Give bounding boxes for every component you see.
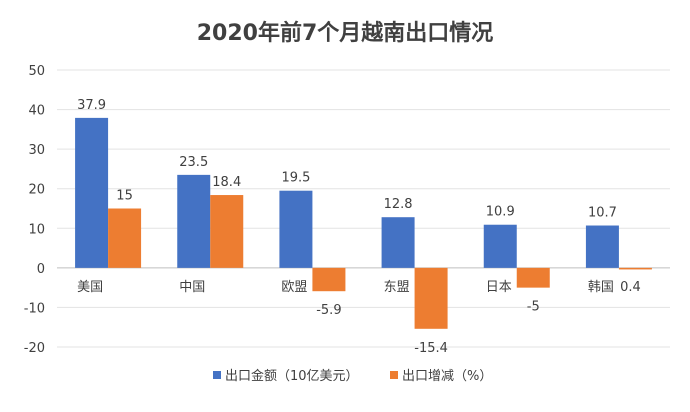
data-label-s0-5: 10.7 xyxy=(588,206,617,221)
y-tick-label: 0 xyxy=(37,262,45,277)
data-label-s0-2: 19.5 xyxy=(281,171,310,186)
bar-s0-1 xyxy=(177,174,211,268)
category-label: 美国 xyxy=(77,280,103,295)
category-label: 东盟 xyxy=(384,280,410,295)
data-label-s1-3: -15.4 xyxy=(414,341,448,356)
y-tick-label: 50 xyxy=(28,64,45,79)
gridlines xyxy=(57,69,670,348)
chart-title: 2020年前7个月越南出口情况 xyxy=(197,20,494,46)
y-axis: 50 40 30 20 10 0 -10 -20 xyxy=(24,64,45,356)
bar-s1-4 xyxy=(516,267,550,288)
category-label: 韩国 xyxy=(588,280,614,295)
legend: 出口金额（10亿美元） 出口增减（%） xyxy=(213,368,492,384)
y-tick-label: 10 xyxy=(28,222,45,237)
y-tick-label: 30 xyxy=(28,143,45,158)
category-label: 日本 xyxy=(486,280,512,295)
bar-s0-3 xyxy=(381,217,415,268)
bar-s0-0 xyxy=(75,117,109,268)
legend-label-export-change: 出口增减（%） xyxy=(402,369,492,384)
data-labels: 37.9 23.5 19.5 12.8 10.9 10.7 15 18.4 -5.9 -15.4 -… xyxy=(77,98,641,356)
bar-s0-2 xyxy=(279,190,313,268)
data-label-s1-0: 15 xyxy=(116,189,133,204)
data-label-s0-1: 23.5 xyxy=(179,155,208,170)
data-label-s0-0: 37.9 xyxy=(77,98,106,113)
bar-s1-1 xyxy=(210,195,244,268)
category-labels: 美国 中国 欧盟 东盟 日本 韩国 xyxy=(77,280,614,295)
bar-s1-5 xyxy=(618,267,652,270)
y-tick-label: -20 xyxy=(24,341,45,356)
legend-swatch-export-change xyxy=(390,371,398,379)
data-label-s0-4: 10.9 xyxy=(486,205,515,220)
data-label-s1-4: -5 xyxy=(527,300,540,315)
legend-swatch-export-value xyxy=(213,371,221,379)
category-label: 欧盟 xyxy=(281,280,307,295)
bar-s1-3 xyxy=(414,267,448,329)
data-label-s1-2: -5.9 xyxy=(316,303,341,318)
data-label-s1-5: 0.4 xyxy=(620,280,641,295)
data-label-s1-1: 18.4 xyxy=(212,175,241,190)
data-label-s0-3: 12.8 xyxy=(384,197,413,212)
legend-label-export-value: 出口金额（10亿美元） xyxy=(225,368,359,384)
bar-s0-4 xyxy=(483,224,517,268)
bar-s0-5 xyxy=(585,225,619,268)
bar-s1-2 xyxy=(312,267,346,292)
bars xyxy=(75,117,652,329)
y-tick-label: 20 xyxy=(28,183,45,198)
y-tick-label: -10 xyxy=(24,301,45,316)
category-label: 中国 xyxy=(179,280,205,295)
bar-s1-0 xyxy=(108,208,142,268)
y-tick-label: 40 xyxy=(28,104,45,119)
